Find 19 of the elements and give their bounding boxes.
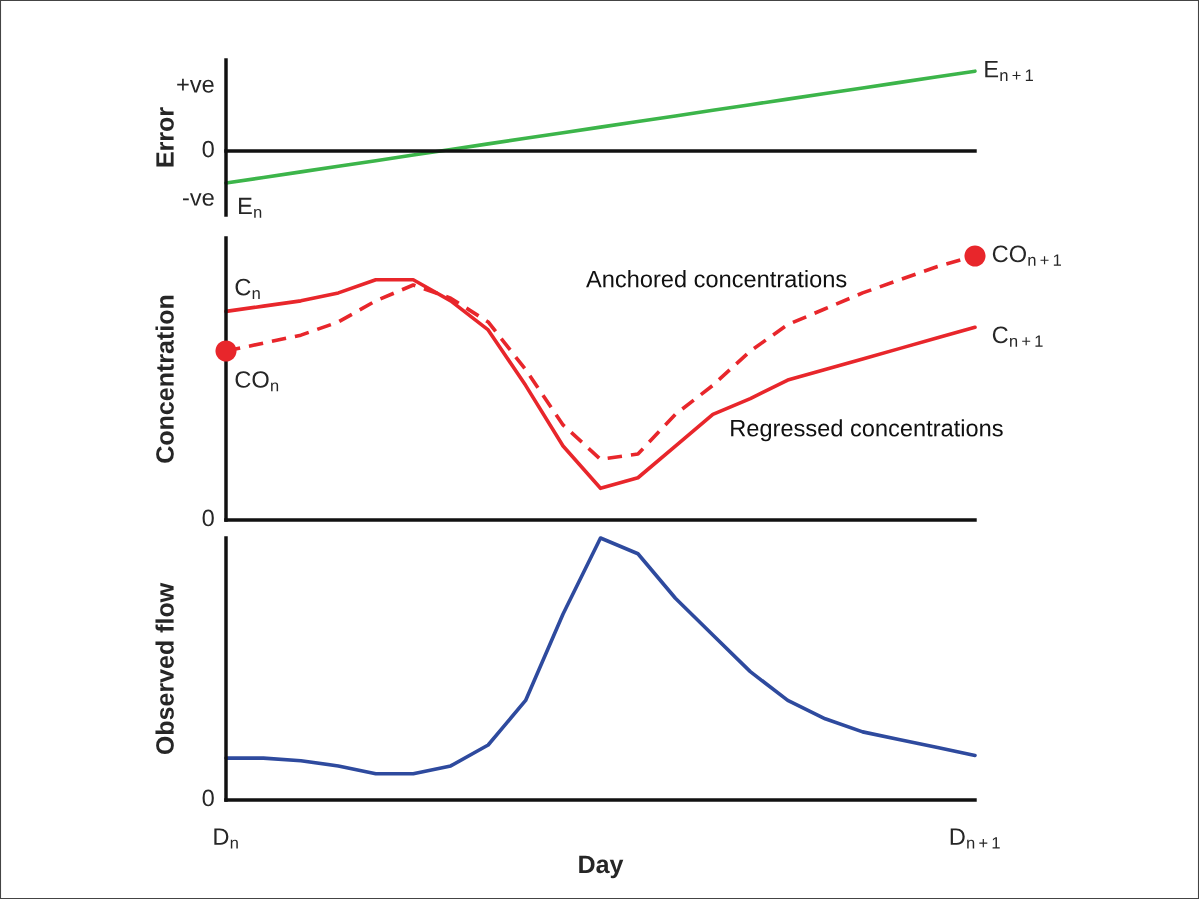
annotation: CO$_{n}$	[235, 371, 279, 392]
text: +ve	[177, 78, 214, 93]
x-tick-label: D$_{n}$	[214, 828, 238, 849]
series-label: Regressed concentrations	[731, 419, 1003, 442]
annotation: C$_{n+1}$	[992, 326, 1043, 347]
y-axis-title: Observed flow	[155, 582, 174, 755]
x-tick-label: D$_{n+1}$	[950, 828, 1000, 849]
series-label: Anchored concentrations	[586, 270, 847, 288]
y-axis-title: Concentration	[155, 295, 174, 463]
text: 0	[202, 509, 214, 527]
x-axis-title: Day	[579, 855, 624, 879]
annotation: C$_{n}$	[235, 278, 260, 299]
text: 0	[202, 140, 214, 158]
y-axis-title: Error	[156, 107, 174, 167]
annotation: E$_{n+1}$	[985, 61, 1033, 81]
text: 0	[202, 789, 214, 807]
annotation: CO$_{n+1}$	[992, 245, 1061, 266]
annotation: E$_{n}$	[239, 197, 262, 218]
text: -ve	[183, 192, 214, 206]
